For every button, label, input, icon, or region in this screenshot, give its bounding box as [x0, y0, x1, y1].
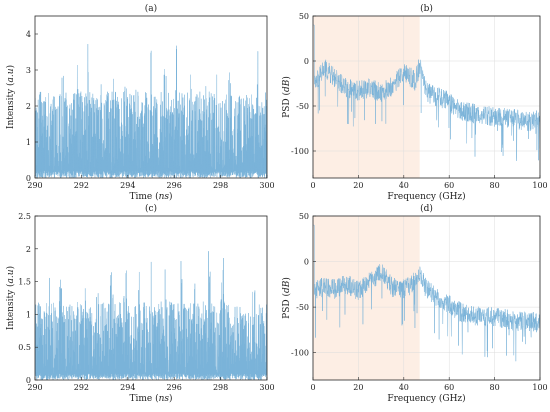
panel-title: (b) — [420, 3, 433, 14]
y-axis-label: Intensity (a.u) — [5, 65, 16, 129]
series-trace — [35, 251, 267, 380]
plot-frame — [34, 15, 268, 179]
x-tick-label: 290 — [27, 383, 42, 392]
y-tick-label: 2 — [26, 245, 31, 254]
y-tick-label: 1 — [26, 310, 31, 319]
panel-title: (a) — [145, 3, 157, 14]
x-tick-label: 100 — [532, 181, 547, 190]
x-tick-label: 292 — [74, 181, 89, 190]
y-tick-label: 2.5 — [18, 212, 31, 221]
x-tick-label: 298 — [213, 181, 228, 190]
x-tick-label: 296 — [167, 383, 182, 392]
plot-frame — [312, 215, 541, 381]
y-tick-label: -50 — [296, 102, 309, 111]
panel-d: 0 20 40 60 80 100 -100 -50 0 50 (d) Frequency (GHz)… — [281, 203, 548, 404]
x-tick-label: 296 — [167, 181, 182, 190]
y-tick-label: -100 — [291, 147, 309, 156]
x-tick-label: 298 — [213, 383, 228, 392]
y-tick-label: 0 — [304, 57, 309, 66]
x-tick-label: 300 — [259, 383, 274, 392]
x-tick-label: 0 — [310, 383, 315, 392]
x-tick-label: 60 — [444, 383, 454, 392]
panel-b: 0 20 40 60 80 100 -100 -50 0 50 (b) Frequency (GHz)… — [281, 3, 548, 202]
x-axis-label: Time (ns) — [129, 393, 172, 404]
panel-title: (d) — [420, 203, 433, 214]
x-axis-label: Frequency (GHz) — [387, 393, 465, 404]
x-tick-label: 294 — [120, 181, 135, 190]
y-tick-label: 4 — [26, 30, 31, 39]
x-tick-label: 100 — [532, 383, 547, 392]
panel-title: (c) — [145, 203, 157, 214]
y-tick-label: 0.5 — [18, 343, 31, 352]
x-tick-label: 40 — [399, 181, 409, 190]
y-tick-label: 1.5 — [18, 278, 31, 287]
y-tick-label: 0 — [26, 376, 31, 385]
y-tick-label: 50 — [299, 12, 309, 21]
x-tick-label: 300 — [259, 181, 274, 190]
series-trace — [35, 44, 267, 178]
y-tick-label: 3 — [26, 66, 31, 75]
x-axis-label: Frequency (GHz) — [387, 191, 465, 202]
y-tick-label: 0 — [26, 174, 31, 183]
series-trace — [313, 224, 540, 362]
y-axis-label: PSD (dB) — [281, 277, 292, 319]
y-tick-label: -100 — [291, 349, 309, 358]
x-tick-label: 40 — [399, 383, 409, 392]
x-tick-label: 292 — [74, 383, 89, 392]
x-tick-label: 20 — [353, 181, 363, 190]
plot-frame — [312, 15, 541, 179]
x-tick-label: 294 — [120, 383, 135, 392]
y-tick-label: 1 — [26, 138, 31, 147]
y-tick-label: 0 — [304, 258, 309, 267]
panel-a: 290 292 294 296 298 300 0 1 2 3 4 (a) Time (ns) Inten… — [5, 3, 275, 202]
x-tick-label: 290 — [27, 181, 42, 190]
x-tick-label: 0 — [310, 181, 315, 190]
x-tick-label: 60 — [444, 181, 454, 190]
panel-c: 290 292 294 296 298 300 0 0.5 1 1.5 2 2.5 (c) Time (n… — [5, 203, 275, 404]
y-axis-label: PSD (dB) — [281, 76, 292, 118]
y-tick-label: -50 — [296, 303, 309, 312]
y-tick-label: 2 — [26, 102, 31, 111]
x-axis-label: Time (ns) — [129, 191, 172, 202]
plot-frame — [34, 215, 268, 381]
x-tick-label: 20 — [353, 383, 363, 392]
y-axis-label: Intensity (a.u) — [5, 266, 16, 330]
series-trace — [313, 24, 540, 161]
y-tick-label: 50 — [299, 212, 309, 221]
x-tick-label: 80 — [490, 383, 500, 392]
x-tick-label: 80 — [490, 181, 500, 190]
